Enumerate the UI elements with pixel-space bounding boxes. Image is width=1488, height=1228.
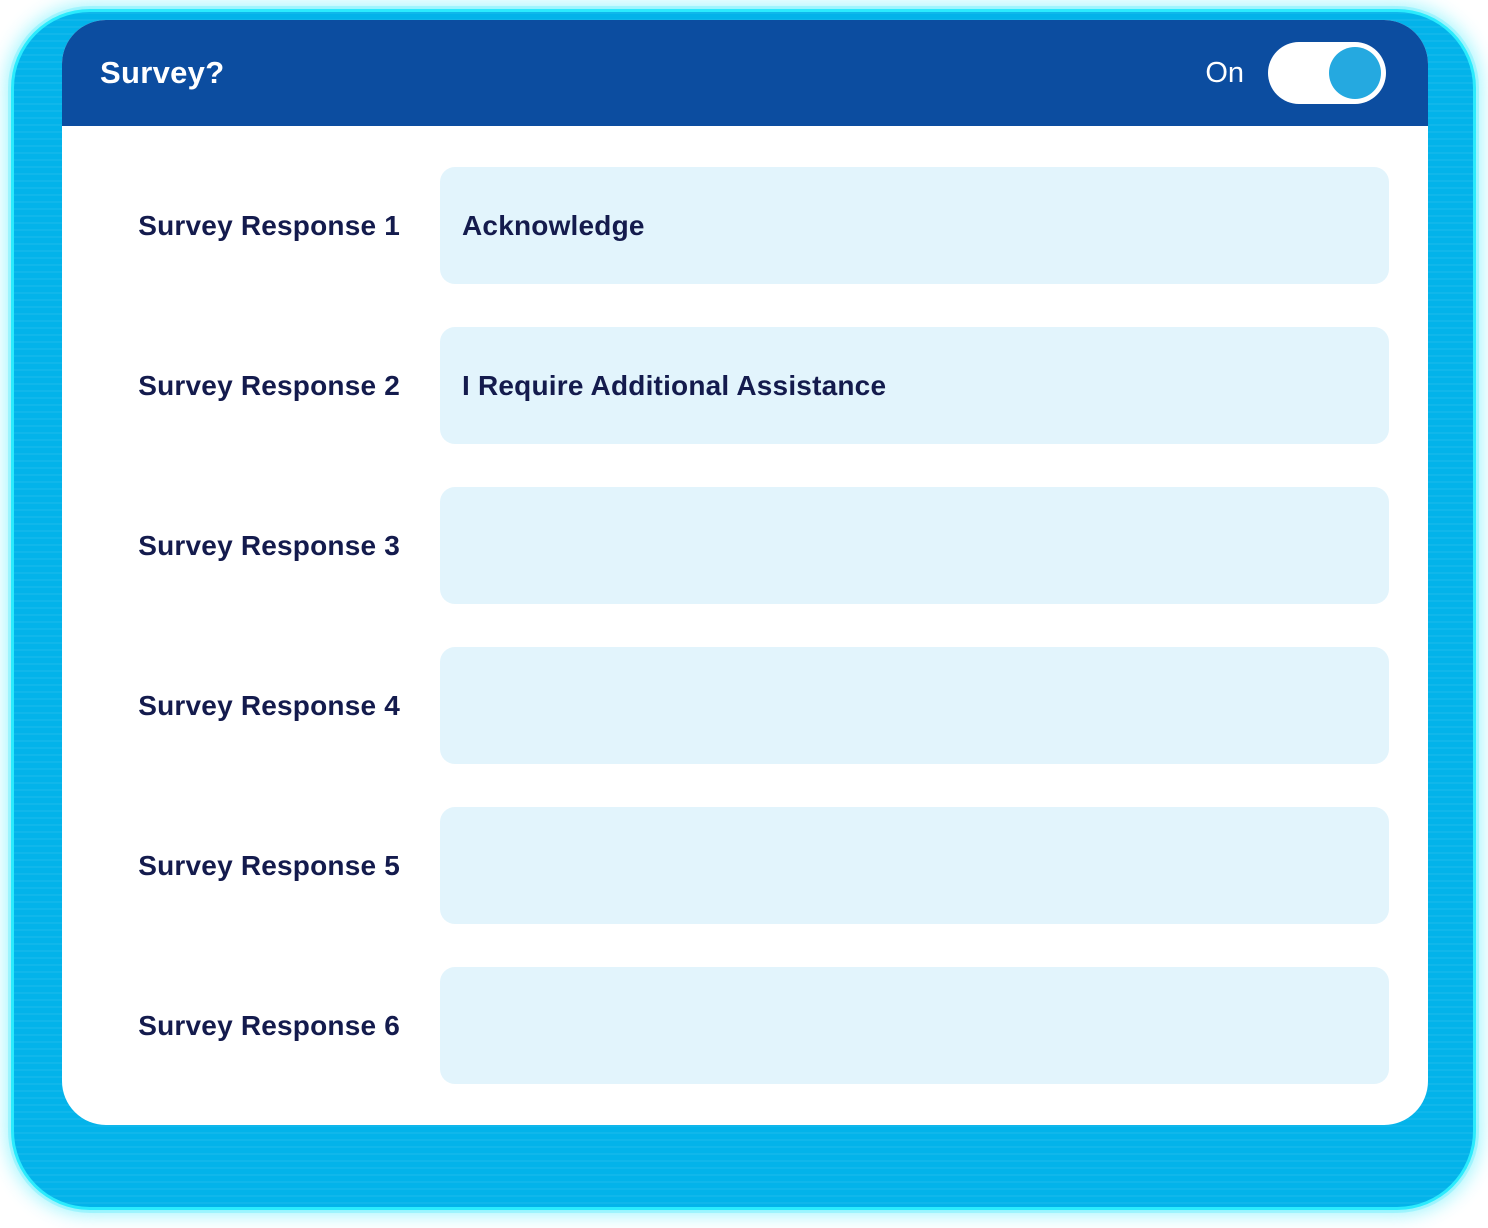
- survey-response-label: Survey Response 6: [138, 1009, 400, 1041]
- survey-response-label: Survey Response 5: [138, 849, 400, 881]
- survey-response-row: Survey Response 1: [62, 167, 1428, 284]
- survey-response-row: Survey Response 3: [62, 487, 1428, 604]
- survey-settings-card: Survey? On Survey Response 1 Survey Resp…: [62, 20, 1428, 1125]
- survey-response-label: Survey Response 1: [138, 209, 400, 241]
- survey-response-input[interactable]: [440, 807, 1389, 924]
- survey-response-row: Survey Response 5: [62, 807, 1428, 924]
- survey-response-row: Survey Response 6: [62, 967, 1428, 1084]
- survey-response-input[interactable]: [440, 647, 1389, 764]
- survey-response-input[interactable]: [440, 967, 1389, 1084]
- survey-response-input[interactable]: [440, 167, 1389, 284]
- toggle-knob-icon: [1329, 47, 1381, 99]
- card-header: Survey? On: [62, 20, 1428, 126]
- toggle-group: On: [1205, 42, 1386, 104]
- survey-response-row: Survey Response 2: [62, 327, 1428, 444]
- survey-response-row: Survey Response 4: [62, 647, 1428, 764]
- page-title: Survey?: [100, 55, 225, 90]
- survey-response-label: Survey Response 2: [138, 369, 400, 401]
- survey-enabled-toggle[interactable]: [1268, 42, 1386, 104]
- survey-response-input[interactable]: [440, 487, 1389, 604]
- survey-responses-form: Survey Response 1 Survey Response 2 Surv…: [62, 126, 1428, 1084]
- survey-response-label: Survey Response 4: [138, 689, 400, 721]
- survey-response-label: Survey Response 3: [138, 529, 400, 561]
- survey-response-input[interactable]: [440, 327, 1389, 444]
- toggle-state-label: On: [1205, 56, 1244, 89]
